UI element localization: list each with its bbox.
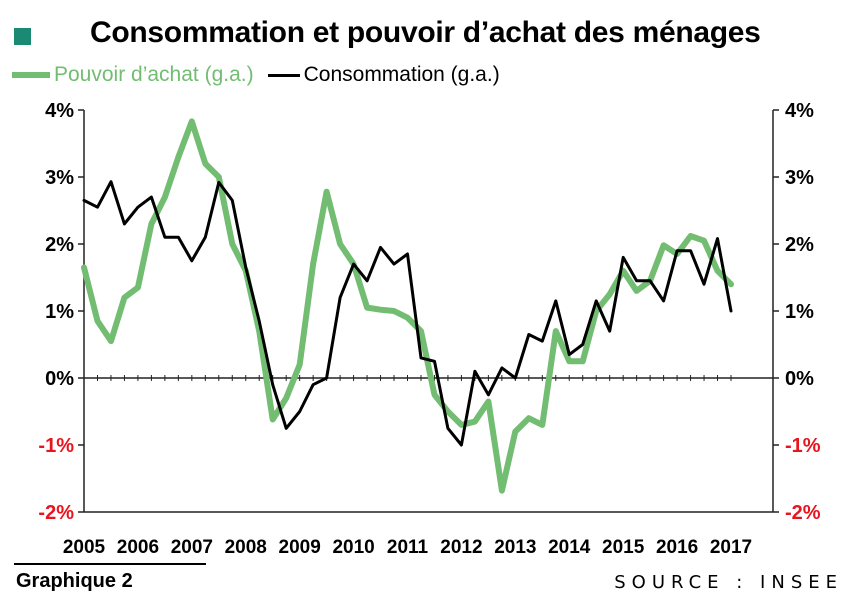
x-tick-label: 2005 [63,537,106,558]
y-tick-label-left: -2% [38,502,74,524]
y-tick-label-left: 4% [45,100,74,122]
y-tick-label-right: 2% [785,234,814,256]
chart-legend: Pouvoir d’achat (g.a.) Consommation (g.a… [12,63,500,87]
y-tick-label-left: -1% [38,435,74,457]
x-tick-label: 2014 [548,537,591,558]
legend-swatch-pouvoir-achat [12,72,50,78]
y-tick-label-left: 1% [45,301,74,323]
x-tick-label: 2011 [387,537,429,558]
x-tick-label: 2015 [602,537,645,558]
y-tick-label-left: 0% [45,368,74,390]
title-marker-square [14,28,31,45]
y-tick-label-right: -1% [785,435,821,457]
y-tick-label-right: 4% [785,100,814,122]
y-tick-label-right: 3% [785,167,814,189]
legend-label-consommation: Consommation (g.a.) [303,63,500,86]
x-tick-label: 2006 [117,537,159,558]
y-tick-label-right: 1% [785,301,814,323]
source-label: SOURCE : INSEE [614,572,843,593]
x-tick-label: 2017 [710,537,752,558]
y-tick-label-right: 0% [785,368,814,390]
x-tick-label: 2010 [332,537,374,558]
x-tick-label: 2008 [225,537,267,558]
x-tick-label: 2007 [171,537,213,558]
x-tick-label: 2012 [440,537,482,558]
y-tick-label-left: 2% [45,234,74,256]
legend-swatch-consommation [267,73,300,77]
series-line-consommation [82,180,733,447]
x-tick-label: 2009 [279,537,321,558]
figure-label: Graphique 2 [16,570,133,592]
x-tick-label: 2013 [494,537,536,558]
footer-divider [14,563,206,565]
x-tick-label: 2016 [656,537,698,558]
y-tick-label-right: -2% [785,502,821,524]
chart-title: Consommation et pouvoir d’achat des ména… [90,16,761,49]
legend-label-pouvoir-achat: Pouvoir d’achat (g.a.) [54,63,254,86]
series-line-pouvoir-achat [81,118,734,494]
y-tick-label-left: 3% [45,167,74,189]
